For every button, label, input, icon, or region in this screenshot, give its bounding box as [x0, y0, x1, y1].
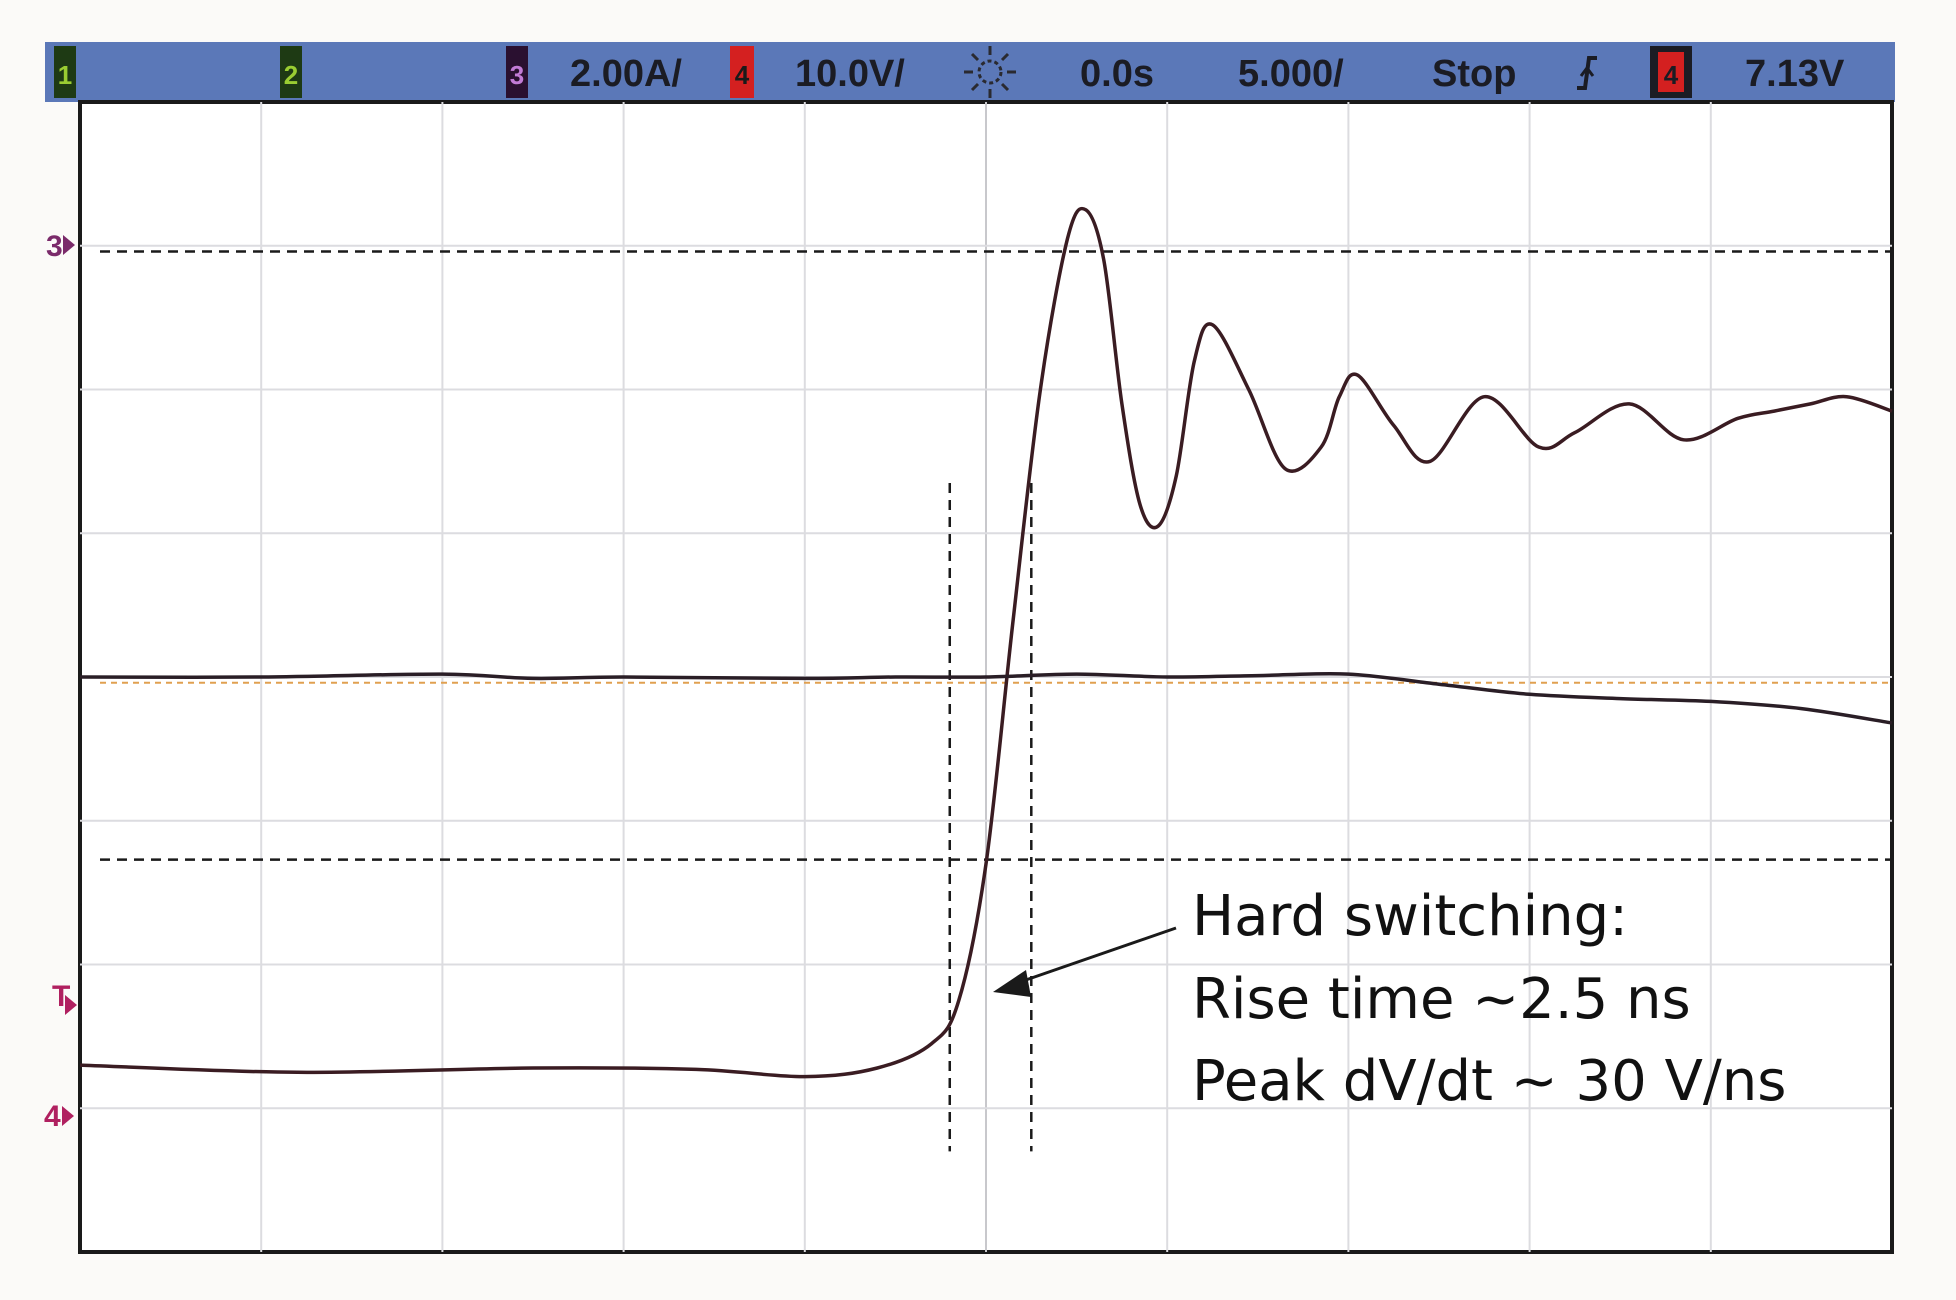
rising-edge-icon[interactable]	[1577, 56, 1597, 90]
annotation-line-1: Hard switching:	[1192, 884, 1628, 949]
channel-4-ground-marker: 4	[44, 1100, 74, 1133]
trigger-level-marker: T	[52, 980, 77, 1015]
time-scale[interactable]: 5.000/	[1238, 53, 1344, 95]
annotation-line-3: Peak dV/dt ~ 30 V/ns	[1192, 1049, 1786, 1114]
trigger-marker-arrow	[65, 995, 77, 1015]
reference-lines	[100, 250, 1892, 1152]
trace-channel-4	[79, 206, 1893, 1079]
time-offset[interactable]: 0.0s	[1080, 53, 1154, 95]
trace-channel-3	[79, 671, 1893, 725]
channel-1-indicator[interactable]	[54, 46, 76, 98]
ch3-marker-arrow	[63, 235, 75, 255]
annotation-leader-line	[1019, 926, 1177, 984]
run-state[interactable]: Stop	[1432, 53, 1516, 95]
annotation: Hard switching: Rise time ~2.5 ns Peak d…	[993, 884, 1786, 1114]
channel-2-indicator[interactable]	[280, 46, 302, 98]
ch4-marker-arrow	[62, 1106, 74, 1126]
channel-1-number: 1	[58, 60, 72, 90]
channel-3-ground-marker: 3	[46, 230, 75, 263]
channel-3-indicator[interactable]	[506, 46, 528, 98]
ch3-marker-label: 3	[46, 230, 63, 263]
traces	[79, 206, 1893, 1079]
channel-3-scale[interactable]: 2.00A/	[570, 53, 682, 95]
annotation-line-2: Rise time ~2.5 ns	[1192, 967, 1691, 1032]
channel-2-number: 2	[284, 60, 298, 90]
channel-4-scale[interactable]: 10.0V/	[795, 53, 905, 95]
annotation-arrowhead	[993, 970, 1031, 997]
channel-4-indicator[interactable]	[730, 46, 754, 98]
ch4-marker-label: 4	[44, 1100, 61, 1133]
plot-area	[78, 100, 1894, 1254]
status-bar: 1 2 3 2.00A/ 4 10.0V/ 0.0s 5.000/ Stop	[45, 42, 1895, 102]
trigger-source: 4	[1664, 60, 1679, 90]
trigger-source-box	[1658, 52, 1684, 92]
trigger-level[interactable]: 7.13V	[1745, 53, 1845, 95]
sun-icon[interactable]	[964, 46, 1016, 98]
channel-4-number: 4	[735, 60, 750, 90]
channel-3-number: 3	[510, 60, 524, 90]
